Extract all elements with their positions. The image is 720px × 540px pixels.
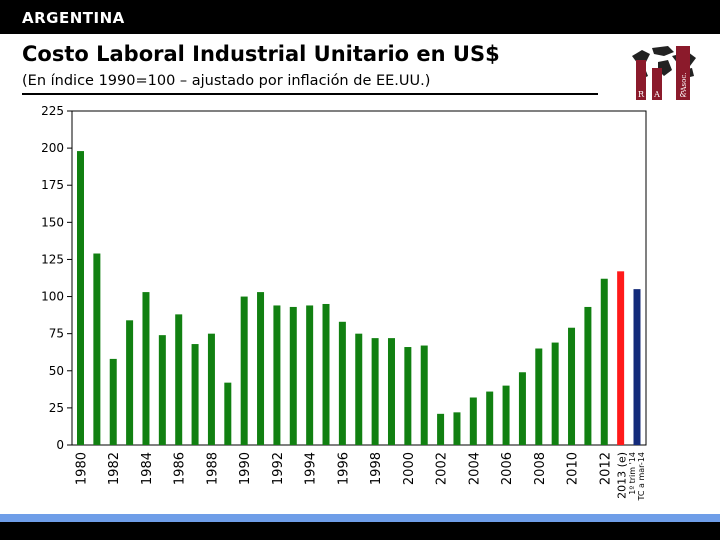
x-tick-label: 1986 <box>173 452 188 485</box>
bar-2008 <box>535 348 543 445</box>
bar-1984 <box>142 292 150 445</box>
x-tick-label: 1992 <box>271 452 286 485</box>
logo-bar-1 <box>636 60 646 100</box>
x-tick-label: 1980 <box>75 452 90 485</box>
x-axis: 1980 1982 1984 1986 1988 1990 1992 1994 1996 1998… <box>75 452 647 502</box>
bar-1-trim-14-tc-a-mar-14 <box>633 289 641 445</box>
bar-2010 <box>568 327 576 445</box>
y-tick-label: 50 <box>49 364 64 378</box>
y-tick-label: 200 <box>41 141 64 155</box>
bar-1989 <box>224 382 232 445</box>
x-tick-label: 1996 <box>336 452 351 485</box>
x-tick-label: 2002 <box>435 452 450 485</box>
chart-subtitle: (En índice 1990=100 – ajustado por infla… <box>22 73 431 89</box>
bar-1994 <box>306 305 314 445</box>
x-tick-label: 1998 <box>369 452 384 485</box>
bar-1988 <box>207 333 215 445</box>
logo-asoc: Asoc. <box>680 72 688 92</box>
bar-1995 <box>322 303 330 445</box>
bar-2009 <box>551 342 559 445</box>
y-tick-label: 0 <box>56 438 64 452</box>
y-tick-label: 175 <box>41 178 64 192</box>
x-tick-label: 2000 <box>402 452 417 485</box>
x-tick-label: 1988 <box>205 452 220 485</box>
x-tick-label: 2008 <box>533 452 548 485</box>
bar-2013-e- <box>617 271 625 445</box>
bar-2000 <box>404 347 412 445</box>
company-logo: R A & Asoc. <box>632 46 696 100</box>
bar-1992 <box>273 305 281 445</box>
bar-1997 <box>355 333 363 445</box>
bar-2003 <box>453 412 461 445</box>
x-tick-label: 2010 <box>566 452 581 485</box>
logo-ampersand: & <box>679 90 686 99</box>
x-tick-label: 2012 <box>598 452 613 485</box>
y-tick-label: 125 <box>41 252 64 266</box>
x-tick-label: 1º trim '14 <box>628 452 637 495</box>
logo-letter-a: A <box>653 90 660 99</box>
header-bar: ARGENTINA <box>0 0 720 34</box>
x-tick-label: 2006 <box>500 452 515 485</box>
y-tick-label: 225 <box>41 104 64 118</box>
chart-title: Costo Laboral Industrial Unitario en US$ <box>22 42 500 66</box>
bar-1982 <box>109 358 117 445</box>
footer-bar <box>0 522 720 540</box>
bar-1987 <box>191 344 199 445</box>
x-tick-label: 1994 <box>304 452 319 485</box>
bar-1980 <box>77 151 84 445</box>
x-tick-label: 2013 (e) <box>616 452 629 499</box>
y-tick-label: 25 <box>49 401 64 415</box>
title-underline <box>22 93 598 95</box>
bar-1983 <box>126 320 134 445</box>
bar-1981 <box>93 253 101 445</box>
y-tick-label: 150 <box>41 215 64 229</box>
bar-1990 <box>240 296 248 445</box>
x-tick-label: 1984 <box>140 452 155 485</box>
logo-letter-r: R <box>638 90 645 99</box>
y-axis: 0 25 50 75 100 125 150 175 200 225 <box>41 104 72 452</box>
bar-1996 <box>338 321 346 445</box>
bar-2004 <box>469 397 477 445</box>
bar-2001 <box>420 345 428 445</box>
x-tick-label: 1990 <box>238 452 253 485</box>
x-tick-label: 2004 <box>467 452 482 485</box>
bar-1993 <box>289 306 297 445</box>
bar-1999 <box>387 338 395 445</box>
y-tick-label: 100 <box>41 290 64 304</box>
y-tick-label: 75 <box>49 327 64 341</box>
bar-2005 <box>486 391 494 445</box>
logo-bar-3 <box>676 46 690 100</box>
bars <box>77 151 641 445</box>
footer-accent-bar <box>0 514 720 522</box>
bar-1998 <box>371 338 379 445</box>
bar-2007 <box>518 372 526 445</box>
x-tick-label: TC a mar-14 <box>637 452 646 502</box>
bar-2012 <box>600 278 608 445</box>
logo-bar-2 <box>652 68 662 100</box>
bar-2002 <box>437 413 445 445</box>
bar-2006 <box>502 385 510 445</box>
bar-1991 <box>257 292 265 445</box>
bar-2011 <box>584 306 592 445</box>
x-tick-label: 1982 <box>107 452 122 485</box>
bar-1986 <box>175 314 183 445</box>
country-label: ARGENTINA <box>22 9 125 27</box>
bar-1985 <box>158 335 166 445</box>
